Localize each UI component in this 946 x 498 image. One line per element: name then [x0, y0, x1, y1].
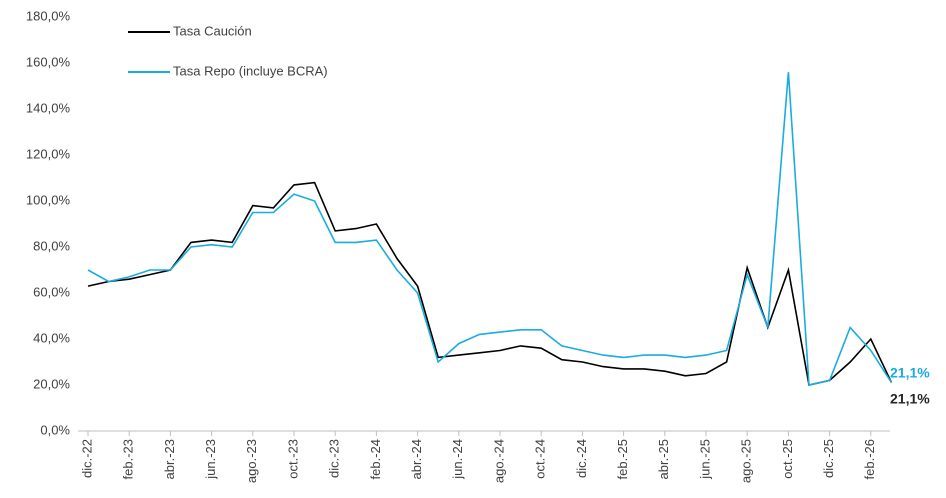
x-tick-label: jun.-25	[697, 439, 712, 480]
x-tick-label: dic.-22	[79, 439, 94, 478]
x-tick-label: oct.-25	[780, 439, 795, 479]
y-tick-label: 120,0%	[26, 146, 71, 161]
y-tick-label: 100,0%	[26, 192, 71, 207]
legend-label: Tasa Caución	[173, 23, 252, 38]
x-tick-label: feb.-26	[862, 439, 877, 479]
x-tick-label: abr.-24	[409, 439, 424, 479]
series-line	[87, 181, 893, 386]
x-tick-label: ago.-25	[739, 439, 754, 483]
x-tick-label: ago.-24	[491, 439, 506, 483]
y-tick-label: 180,0%	[26, 8, 71, 23]
x-tick-label: dic.-23	[327, 439, 342, 478]
y-tick-label: 80,0%	[33, 238, 70, 253]
x-tick-label: ago.-23	[244, 439, 259, 483]
y-tick-label: 160,0%	[26, 54, 71, 69]
x-tick-label: feb.-24	[368, 439, 383, 479]
y-tick-label: 140,0%	[26, 100, 71, 115]
x-tick-label: abr.-25	[656, 439, 671, 479]
legend-label: Tasa Repo (incluye BCRA)	[173, 63, 328, 78]
x-tick-label: jun.-24	[450, 439, 465, 480]
x-tick-label: oct.-23	[285, 439, 300, 479]
end-label: 21,1%	[890, 365, 930, 381]
y-tick-label: 0,0%	[40, 422, 70, 437]
x-tick-label: feb.-25	[615, 439, 630, 479]
x-tick-label: oct.-24	[533, 439, 548, 479]
x-tick-label: jun.-23	[203, 439, 218, 480]
series-line	[87, 72, 893, 386]
x-tick-label: dic.-25	[821, 439, 836, 478]
end-label: 21,1%	[890, 391, 930, 407]
x-tick-label: dic.-24	[574, 439, 589, 478]
x-tick-label: feb.-23	[121, 439, 136, 479]
y-tick-label: 40,0%	[33, 330, 70, 345]
y-tick-label: 20,0%	[33, 376, 70, 391]
x-tick-label: abr.-23	[162, 439, 177, 479]
y-tick-label: 60,0%	[33, 284, 70, 299]
